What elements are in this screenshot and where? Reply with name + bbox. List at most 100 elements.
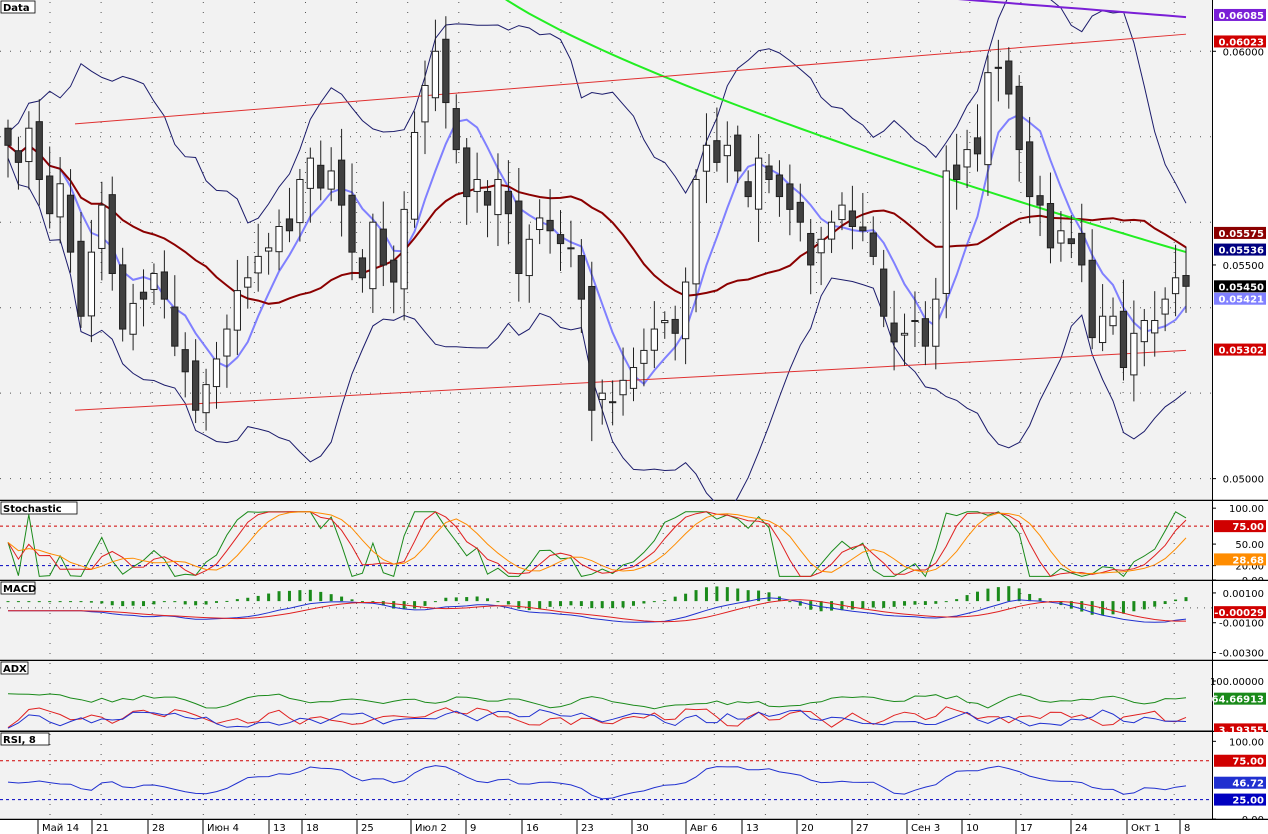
value-tag-label: 46.72 <box>1232 779 1264 790</box>
y-tick-label: 0.00100 <box>1223 589 1264 600</box>
candle <box>827 221 836 240</box>
candle <box>473 178 481 192</box>
macd-hist-bar <box>183 601 187 605</box>
panel-label: Data <box>3 3 30 14</box>
candle <box>483 190 492 206</box>
y-tick-label: 20.00 <box>1235 562 1264 573</box>
candle <box>525 238 533 277</box>
candle <box>129 302 137 335</box>
value-tag <box>1214 692 1266 705</box>
candle <box>900 332 909 336</box>
candle <box>1046 203 1055 249</box>
x-tick-label: 17 <box>1020 823 1033 834</box>
candle <box>390 259 398 283</box>
panel-label-box <box>0 501 78 515</box>
macd-hist-bar <box>1090 601 1094 615</box>
macd-hist-bar <box>1017 588 1021 602</box>
x-tick-label: 23 <box>581 823 594 834</box>
macd-hist-bar <box>673 596 677 602</box>
candle <box>911 320 919 323</box>
value-tag <box>1214 553 1266 566</box>
candle <box>150 273 158 290</box>
macd-hist-bar <box>381 601 385 606</box>
candle <box>296 178 304 224</box>
macd-hist-bar <box>631 601 635 606</box>
macd-hist-bar <box>1142 601 1146 610</box>
candle <box>212 358 221 388</box>
macd-hist-bar <box>340 596 344 602</box>
candle <box>619 379 627 396</box>
macd-hist-bar <box>903 601 907 606</box>
candle <box>713 140 721 163</box>
candle <box>953 164 961 180</box>
macd-hist-bar <box>48 601 52 603</box>
macd-hist-bar <box>454 597 458 602</box>
value-tag-label: 75.00 <box>1232 522 1264 533</box>
pdi-line <box>7 706 1187 728</box>
macd-hist-bar <box>861 601 865 609</box>
macd-hist-bar <box>996 587 1000 602</box>
ma-slow <box>504 0 1187 254</box>
candle <box>817 238 825 254</box>
value-tag-label: 28.68 <box>1232 555 1264 566</box>
macd-hist-bar <box>600 601 604 609</box>
value-tag-label: 0.05421 <box>1218 295 1264 306</box>
macd-hist-bar <box>965 595 969 602</box>
candle <box>25 127 33 163</box>
candle <box>629 367 638 389</box>
candle <box>536 217 544 231</box>
macd-hist-bar <box>736 588 740 602</box>
value-tag <box>1214 226 1266 239</box>
candle <box>973 137 982 155</box>
candle <box>546 219 554 232</box>
candle <box>254 255 262 274</box>
value-tag <box>1214 243 1266 256</box>
y-tick-label: 0.05500 <box>1223 261 1264 272</box>
macd-hist-bar <box>69 601 73 603</box>
candle <box>421 84 429 123</box>
candle <box>1067 238 1075 245</box>
x-tick-label: 18 <box>306 823 319 834</box>
y-tick-label: 0.06000 <box>1223 47 1264 58</box>
candle <box>181 349 189 373</box>
candle <box>202 384 210 414</box>
macd-hist-bar <box>225 600 229 602</box>
macd-hist-bar <box>1028 593 1032 602</box>
macd-hist-bar <box>1153 601 1157 607</box>
candle <box>285 218 294 232</box>
macd-hist-bar <box>892 601 896 607</box>
candle <box>442 38 450 104</box>
candle <box>577 255 585 300</box>
macd-signal <box>8 599 1186 623</box>
macd-hist-bar <box>1132 601 1136 612</box>
candle <box>317 164 325 189</box>
candle <box>139 291 148 300</box>
candle <box>46 175 54 215</box>
candle <box>692 178 700 285</box>
candle <box>4 127 12 146</box>
candle <box>1130 332 1138 376</box>
candle <box>848 210 857 227</box>
x-tick-label: 30 <box>636 823 649 834</box>
price-axis <box>1212 501 1268 580</box>
value-tag-label: 75.00 <box>1232 757 1264 768</box>
macd-hist-bar <box>16 601 20 603</box>
macd-hist-bar <box>715 586 719 602</box>
candle <box>650 328 658 351</box>
candle <box>838 204 846 221</box>
candle <box>1119 310 1128 369</box>
macd-hist-bar <box>277 591 281 602</box>
macd-hist-bar <box>1163 601 1167 605</box>
value-tag <box>1214 8 1266 21</box>
macd-hist-bar <box>214 601 218 603</box>
macd-hist-bar <box>433 601 437 603</box>
candle <box>786 183 794 210</box>
macd-hist-bar <box>976 591 980 602</box>
candle <box>348 194 356 253</box>
macd-hist-bar <box>871 601 875 608</box>
value-tag-label: 64.66913 <box>1211 695 1264 706</box>
x-tick-label: 9 <box>470 823 476 834</box>
